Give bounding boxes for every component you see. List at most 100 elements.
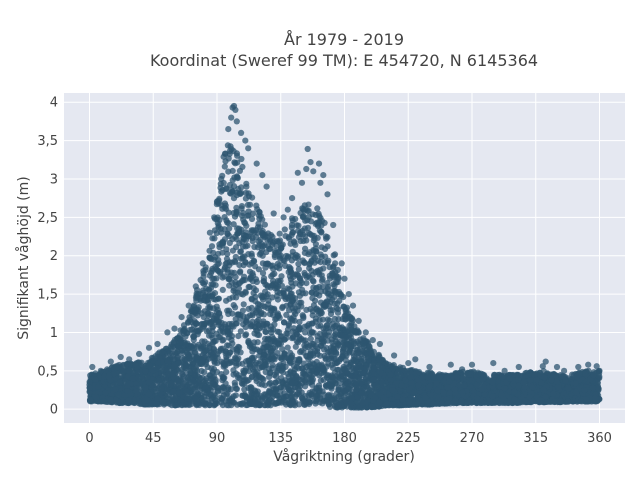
data-point xyxy=(218,229,225,236)
data-point xyxy=(295,234,303,241)
data-point xyxy=(208,243,216,250)
data-point xyxy=(222,158,229,165)
data-point xyxy=(278,244,285,251)
data-point xyxy=(314,351,321,358)
data-point xyxy=(318,277,326,284)
data-point xyxy=(261,221,268,228)
data-point xyxy=(223,297,230,304)
data-point xyxy=(230,221,237,228)
data-point xyxy=(320,346,328,353)
data-point xyxy=(277,255,284,262)
data-point xyxy=(279,369,286,376)
data-point xyxy=(232,160,239,167)
data-point xyxy=(204,310,211,317)
data-point xyxy=(230,195,238,202)
data-point xyxy=(232,354,239,361)
data-point xyxy=(264,283,271,290)
data-point xyxy=(190,336,197,343)
data-point xyxy=(223,356,230,363)
data-point xyxy=(239,254,246,261)
data-point xyxy=(330,281,337,288)
data-point xyxy=(254,244,261,251)
data-point xyxy=(257,358,264,365)
data-point xyxy=(299,257,306,264)
data-point xyxy=(309,295,316,302)
data-point xyxy=(234,152,241,159)
data-point xyxy=(249,194,256,201)
data-point xyxy=(360,343,367,350)
data-point xyxy=(274,392,281,399)
data-point xyxy=(226,225,233,232)
data-point xyxy=(223,246,230,253)
data-point xyxy=(214,354,221,361)
data-point xyxy=(225,310,232,318)
data-point xyxy=(342,326,349,333)
data-point xyxy=(169,396,176,403)
data-point xyxy=(295,260,302,268)
data-point xyxy=(253,278,260,286)
data-point xyxy=(260,278,268,285)
data-point xyxy=(205,304,212,311)
data-point xyxy=(239,163,246,170)
data-point xyxy=(214,360,221,367)
data-point xyxy=(282,295,289,303)
data-point xyxy=(270,265,277,273)
data-point xyxy=(227,143,234,150)
data-point xyxy=(209,265,216,272)
data-point xyxy=(282,262,289,269)
data-point xyxy=(245,305,252,312)
data-point xyxy=(254,339,261,346)
data-point xyxy=(249,318,256,325)
data-point xyxy=(169,343,176,350)
data-point xyxy=(296,318,303,326)
data-point xyxy=(237,328,244,335)
data-point xyxy=(283,330,290,337)
data-point xyxy=(214,261,221,268)
data-point xyxy=(309,312,316,319)
data-point xyxy=(209,235,216,242)
data-point xyxy=(292,241,299,248)
data-point xyxy=(309,381,316,388)
data-point xyxy=(292,343,299,350)
data-point xyxy=(375,351,382,358)
data-point xyxy=(308,267,315,274)
data-point xyxy=(219,187,226,194)
data-point xyxy=(275,378,282,385)
data-point xyxy=(212,296,219,303)
data-point xyxy=(315,210,322,217)
data-point xyxy=(242,288,249,295)
data-point xyxy=(331,251,339,258)
data-point xyxy=(281,336,288,343)
data-point xyxy=(164,395,171,402)
data-point xyxy=(262,328,269,335)
data-point xyxy=(333,344,340,351)
data-point xyxy=(245,377,252,384)
data-point xyxy=(215,318,222,325)
data-point xyxy=(303,306,310,313)
data-point xyxy=(318,229,325,236)
data-point xyxy=(314,205,321,212)
data-point xyxy=(243,180,250,187)
data-point xyxy=(332,328,339,335)
data-point xyxy=(229,177,236,184)
data-point xyxy=(284,344,291,351)
data-point xyxy=(221,150,229,157)
data-point xyxy=(221,385,228,392)
data-point xyxy=(238,155,245,163)
data-point xyxy=(229,247,236,254)
data-point xyxy=(214,267,221,274)
data-point xyxy=(268,348,275,355)
data-point xyxy=(241,386,248,393)
data-point xyxy=(305,201,312,208)
data-point xyxy=(278,384,285,391)
data-point xyxy=(248,295,255,302)
data-point xyxy=(248,215,256,223)
data-points xyxy=(86,102,603,411)
data-point xyxy=(295,266,302,273)
data-point xyxy=(224,342,231,349)
data-point xyxy=(249,234,256,241)
data-point xyxy=(233,236,240,243)
data-point xyxy=(327,307,334,314)
data-point xyxy=(321,331,328,338)
